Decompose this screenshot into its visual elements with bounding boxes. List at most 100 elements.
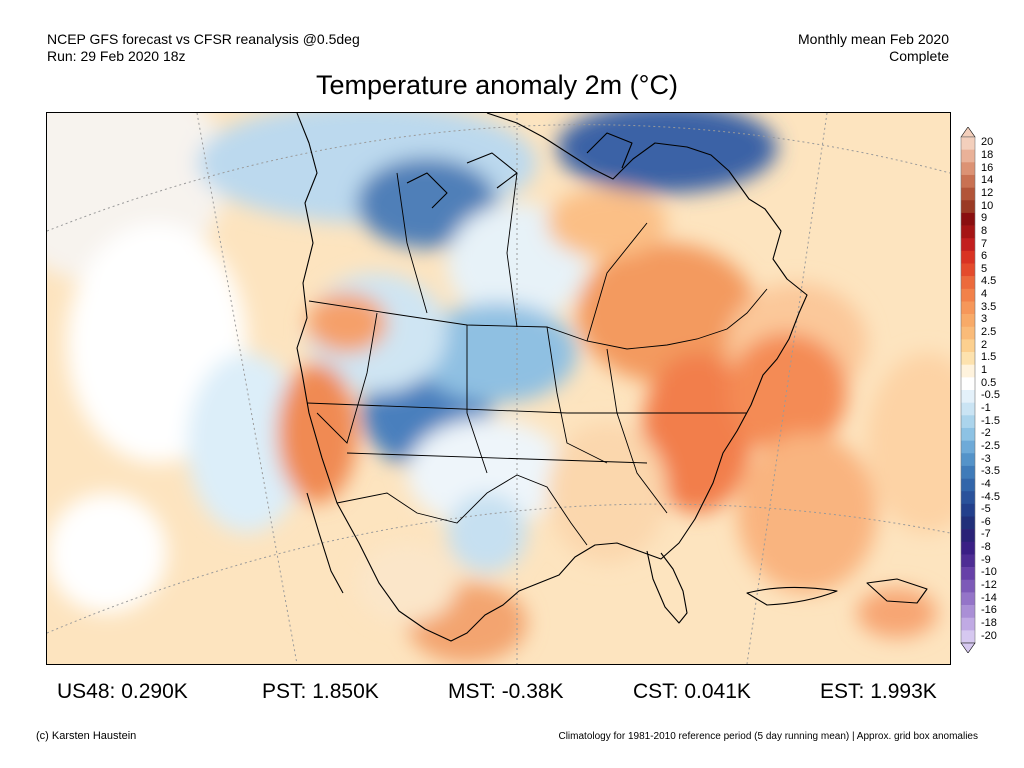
legend-swatch [961,326,975,340]
legend-swatch [961,352,975,365]
legend-swatch [961,592,975,606]
legend-label: 14 [981,174,994,187]
legend-label: -16 [981,604,997,617]
legend-label: 3 [981,313,988,326]
legend-swatch [961,314,975,328]
legend-label: 3.5 [981,300,997,313]
legend-label: 9 [981,212,988,225]
legend-label: 6 [981,250,988,263]
legend-swatch [961,402,975,416]
legend-label: 18 [981,148,994,161]
legend-swatch [961,174,975,188]
color-legend: 20 18 16 14 12 10 9 8 7 6 5 4.5 4 3.5 3 2.5 2 1.5 1 0.5 -0.5… [955,127,1024,653]
legend-label: -4 [981,477,991,490]
legend-label: 7 [981,237,988,250]
legend-swatch [961,339,975,353]
legend-label: 2 [981,338,988,351]
header-right: Monthly mean Feb 2020 Complete [798,31,949,65]
stat-est: EST: 1.993K [820,680,937,703]
legend-swatch [961,263,975,277]
legend-swatch [961,377,975,391]
header-left: NCEP GFS forecast vs CFSR reanalysis @0.… [47,31,360,65]
legend-label: -2.5 [981,439,1000,452]
legend-label: -1.5 [981,414,1000,427]
legend-swatch [961,440,975,454]
legend-label: -4.5 [981,490,1000,503]
legend-label: -1 [981,401,991,414]
legend-label: 1 [981,364,988,377]
climatology-note: Climatology for 1981-2010 reference peri… [558,731,978,742]
legend-swatch [961,541,975,555]
legend-label: 5 [981,262,988,275]
legend-swatch [961,465,975,479]
legend-swatch [961,137,975,150]
legend-swatch [961,617,975,631]
legend-label: -5 [981,503,991,516]
legend-label: -10 [981,566,997,579]
period-label: Monthly mean Feb 2020 [798,31,949,47]
map-canvas [47,113,950,664]
legend-swatch [961,503,975,517]
legend-swatch [961,212,975,226]
legend-arrow-bottom [960,642,976,653]
legend-swatch [961,605,975,618]
legend-label: 2.5 [981,326,997,339]
legend-label: 10 [981,199,994,212]
legend-swatch [961,579,975,593]
legend-label: -3 [981,452,991,465]
stat-pst: PST: 1.850K [262,680,379,703]
anomaly-map [46,112,951,665]
legend-swatch [961,238,975,252]
legend-label: 0.5 [981,376,997,389]
legend-label: -18 [981,617,997,630]
legend-swatch [961,427,975,441]
legend-swatch [961,364,975,378]
map-title: Temperature anomaly 2m (°C) [316,70,678,100]
legend-swatch [961,630,975,644]
legend-swatch [961,516,975,530]
legend-label: -2 [981,427,991,440]
colorbar [960,127,976,653]
run-time: Run: 29 Feb 2020 18z [47,48,186,64]
legend-label: -8 [981,541,991,554]
legend-swatch [961,149,975,163]
legend-swatch [961,288,975,302]
legend-label: -9 [981,553,991,566]
legend-label: 1.5 [981,351,997,364]
legend-swatch [961,200,975,214]
status-label: Complete [889,48,949,64]
model-description: NCEP GFS forecast vs CFSR reanalysis @0.… [47,31,360,47]
legend-swatch [961,567,975,581]
legend-label: -14 [981,591,997,604]
legend-swatch [961,390,975,403]
graticule [47,113,950,664]
legend-label: 16 [981,161,994,174]
legend-label: 4.5 [981,275,997,288]
legend-label: 20 [981,136,994,149]
legend-swatch [961,276,975,290]
stat-cst: CST: 0.041K [633,680,751,703]
copyright: (c) Karsten Haustein [36,730,137,742]
legend-arrow-top [960,127,976,138]
stat-mst: MST: -0.38K [448,680,564,703]
legend-swatch [961,162,975,176]
legend-label: 12 [981,186,994,199]
legend-label: -12 [981,579,997,592]
legend-swatch [961,529,975,543]
legend-label: -6 [981,515,991,528]
borders [306,172,768,546]
legend-swatch [961,453,975,467]
legend-label: -3.5 [981,465,1000,478]
legend-label: 4 [981,288,988,301]
legend-swatch [961,478,975,492]
coastlines [296,113,928,642]
legend-label: 8 [981,224,988,237]
legend-swatch [961,301,975,315]
regional-stats: US48: 0.290K PST: 1.850K MST: -0.38K CST… [0,680,1024,706]
legend-swatch [961,187,975,201]
legend-label: -20 [981,629,997,642]
legend-label: -7 [981,528,991,541]
legend-swatch [961,225,975,239]
legend-swatch [961,415,975,429]
legend-swatch [961,250,975,264]
